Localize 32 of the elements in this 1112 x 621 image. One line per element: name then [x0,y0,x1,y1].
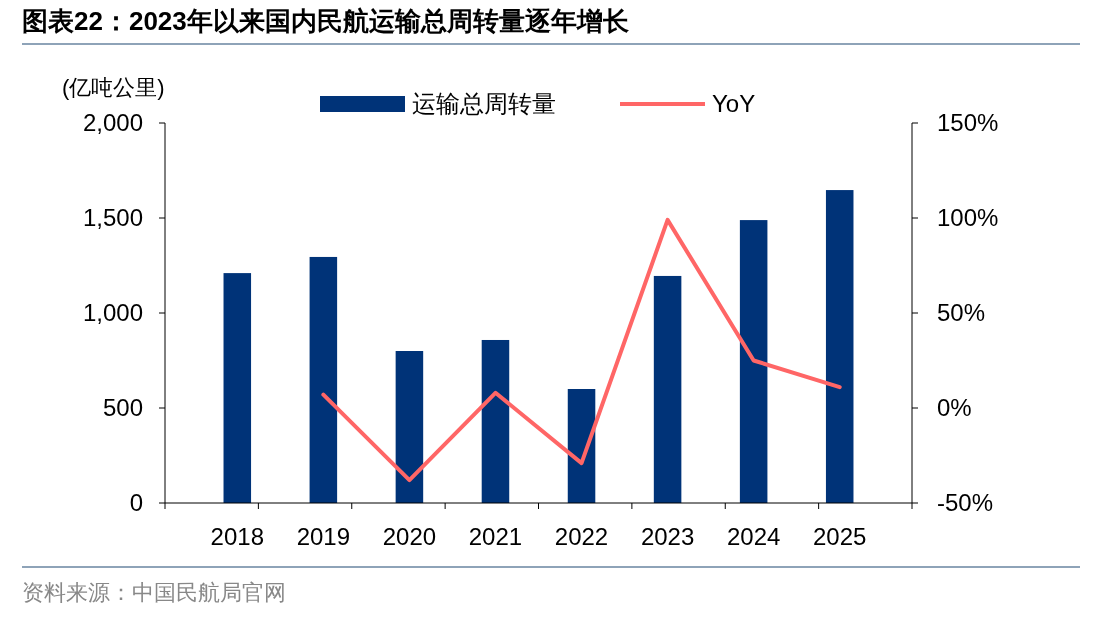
bar [395,351,424,503]
y2-tick-label: 100% [937,204,999,232]
bar [567,389,596,503]
y-tick-label: 500 [102,394,143,422]
bar [223,273,252,503]
x-tick-label: 2021 [468,523,523,550]
y-tick-label: 1,500 [82,204,143,232]
bar [481,339,510,503]
y2-tick-label: 50% [937,299,986,327]
bar [309,256,338,503]
x-tick-label: 2020 [382,523,437,550]
y2-tick-label: 0% [937,394,972,422]
y-tick-label: 0 [129,489,143,517]
y-tick-label: 2,000 [82,109,143,137]
x-tick-label: 2022 [554,523,609,550]
x-tick-label: 2019 [296,523,351,550]
x-tick-label: 2024 [726,523,781,550]
chart-title: 图表22：2023年以来国内民航运输总周转量逐年增长 [22,6,629,36]
x-tick-label: 2018 [210,523,264,550]
y2-tick-label: -50% [937,489,994,517]
legend-label: 运输总周转量 [412,90,556,118]
x-tick-label: 2025 [813,523,867,550]
bar [825,190,854,503]
line-series [321,217,842,483]
bar [739,220,768,503]
y-axis-title: (亿吨公里) [62,75,165,100]
legend-label: YoY [712,90,756,118]
x-tick-label: 2023 [640,523,695,550]
text: 资料来源：中国民航局官网 [22,580,286,605]
y2-tick-label: 150% [937,109,999,137]
bar [653,275,682,503]
y-tick-label: 1,000 [82,299,143,327]
